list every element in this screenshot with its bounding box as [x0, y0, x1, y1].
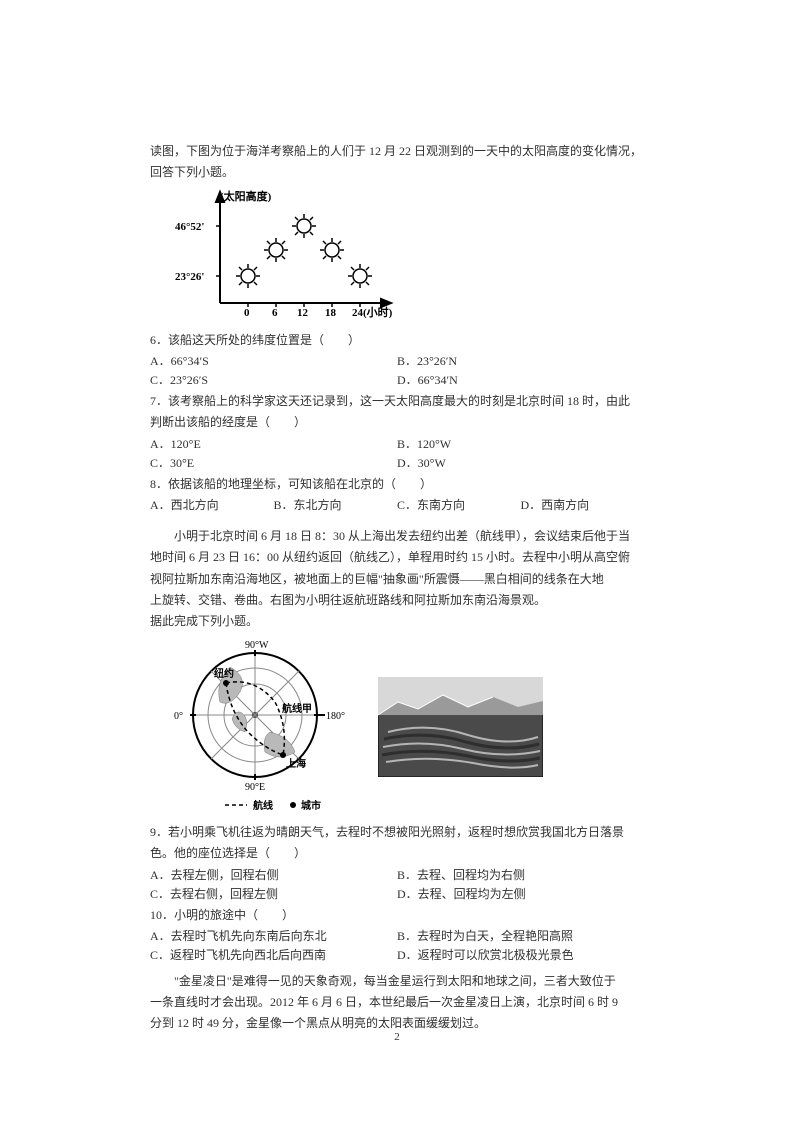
q8-b: B．东北方向	[274, 496, 398, 515]
figure-sun-altitude: (太阳高度) 46°52' 23°26' 0 6 12 18 24(小时)	[170, 188, 644, 324]
intro1-l1: 读图，下图为位于海洋考察船上的人们于 12 月 22 日观测到的一天中的太阳高度…	[150, 142, 644, 161]
q6-b: B．23°26′N	[397, 352, 644, 371]
q7-c: C．30°E	[150, 454, 397, 473]
q6-c: C．23°26′S	[150, 371, 397, 390]
page-number: 2	[0, 1031, 794, 1043]
q6-d: D．66°34′N	[397, 371, 644, 390]
intro2-l3: 视阿拉斯加东南沿海地区，被地面上的巨幅"抽象画"所震慑——黑白相间的线条在大地	[150, 570, 644, 589]
svg-text:18: 18	[325, 307, 337, 318]
q7-stem1: 7．该考察船上的科学家这天还记录到，这一天太阳高度最大的时刻是北京时间 18 时…	[150, 392, 644, 411]
chart1-xlabel: 24(小时)	[352, 305, 393, 318]
intro1-l2: 回答下列小题。	[150, 163, 644, 182]
svg-text:0°: 0°	[174, 711, 183, 722]
q9-stem2: 色。他的座位选择是（ ）	[150, 844, 644, 863]
q8-stem: 8．依据该船的地理坐标，可知该船在北京的（ ）	[150, 475, 644, 494]
q10-d: D．返程时可以欣赏北极极光景色	[397, 946, 644, 965]
svg-text:6: 6	[272, 307, 278, 318]
chart1-ylabel: (太阳高度)	[220, 189, 272, 203]
q6-a: A．66°34′S	[150, 352, 397, 371]
svg-text:90°E: 90°E	[245, 782, 265, 793]
svg-text:纽约: 纽约	[214, 667, 234, 680]
svg-text:0: 0	[244, 307, 250, 318]
q8-c: C．东南方向	[397, 496, 521, 515]
q10-b: B．去程时为白天，全程艳阳高照	[397, 927, 644, 946]
intro3-l1: "金星凌日"是难得一见的天象奇观，每当金星运行到太阳和地球之间，三者大致位于	[150, 972, 644, 991]
q7-stem2: 判断出该船的经度是（ ）	[150, 413, 644, 432]
q10-stem: 10．小明的旅途中（ ）	[150, 906, 644, 925]
intro3-l2: 一条直线时才会出现。2012 年 6 月 6 日，本世纪最后一次金星凌日上演，北…	[150, 993, 644, 1012]
q9-d: D．去程、回程均为左侧	[397, 885, 644, 904]
intro2-l5: 据此完成下列小题。	[150, 612, 644, 631]
q10-a: A．去程时飞机先向东南后向东北	[150, 927, 397, 946]
q9-a: A．去程左侧，回程右侧	[150, 866, 397, 885]
intro2-l1: 小明于北京时间 6 月 18 日 8：30 从上海出发去纽约出差（航线甲），会议…	[150, 527, 644, 546]
chart1-ybot: 23°26'	[175, 271, 204, 283]
q8-a: A．西北方向	[150, 496, 274, 515]
q8-d: D．西南方向	[521, 496, 645, 515]
q7-b: B．120°W	[397, 435, 644, 454]
svg-text:航线甲: 航线甲	[282, 702, 312, 715]
chart1-ytop: 46°52'	[175, 221, 204, 233]
svg-text:城市: 城市	[301, 799, 321, 812]
intro2-l4: 上旋转、交错、卷曲。右图为小明往返航班路线和阿拉斯加东南沿海景观。	[150, 591, 644, 610]
alaska-photo	[378, 677, 543, 777]
svg-text:航线: 航线	[253, 799, 273, 812]
q7-d: D．30°W	[397, 454, 644, 473]
figure-globe-photo: 90°W 0° 180° 90°E 纽约 航线甲 上海 航线 城市	[170, 637, 644, 817]
svg-text:180°: 180°	[326, 711, 345, 722]
intro2-l2: 地时间 6 月 23 日 16：00 从纽约返回（航线乙），单程用时约 15 小…	[150, 548, 644, 567]
q9-stem1: 9．若小明乘飞机往返为晴朗天气，去程时不想被阳光照射，返程时想欣赏我国北方日落景	[150, 823, 644, 842]
q9-c: C．去程右侧，回程左侧	[150, 885, 397, 904]
q9-b: B．去程、回程均为右侧	[397, 866, 644, 885]
svg-text:上海: 上海	[286, 757, 306, 770]
q10-c: C．返程时飞机先向西北后向西南	[150, 946, 397, 965]
q6-stem: 6．该船这天所处的纬度位置是（ ）	[150, 331, 644, 350]
svg-text:90°W: 90°W	[245, 640, 269, 651]
svg-text:12: 12	[297, 307, 309, 318]
q7-a: A．120°E	[150, 435, 397, 454]
